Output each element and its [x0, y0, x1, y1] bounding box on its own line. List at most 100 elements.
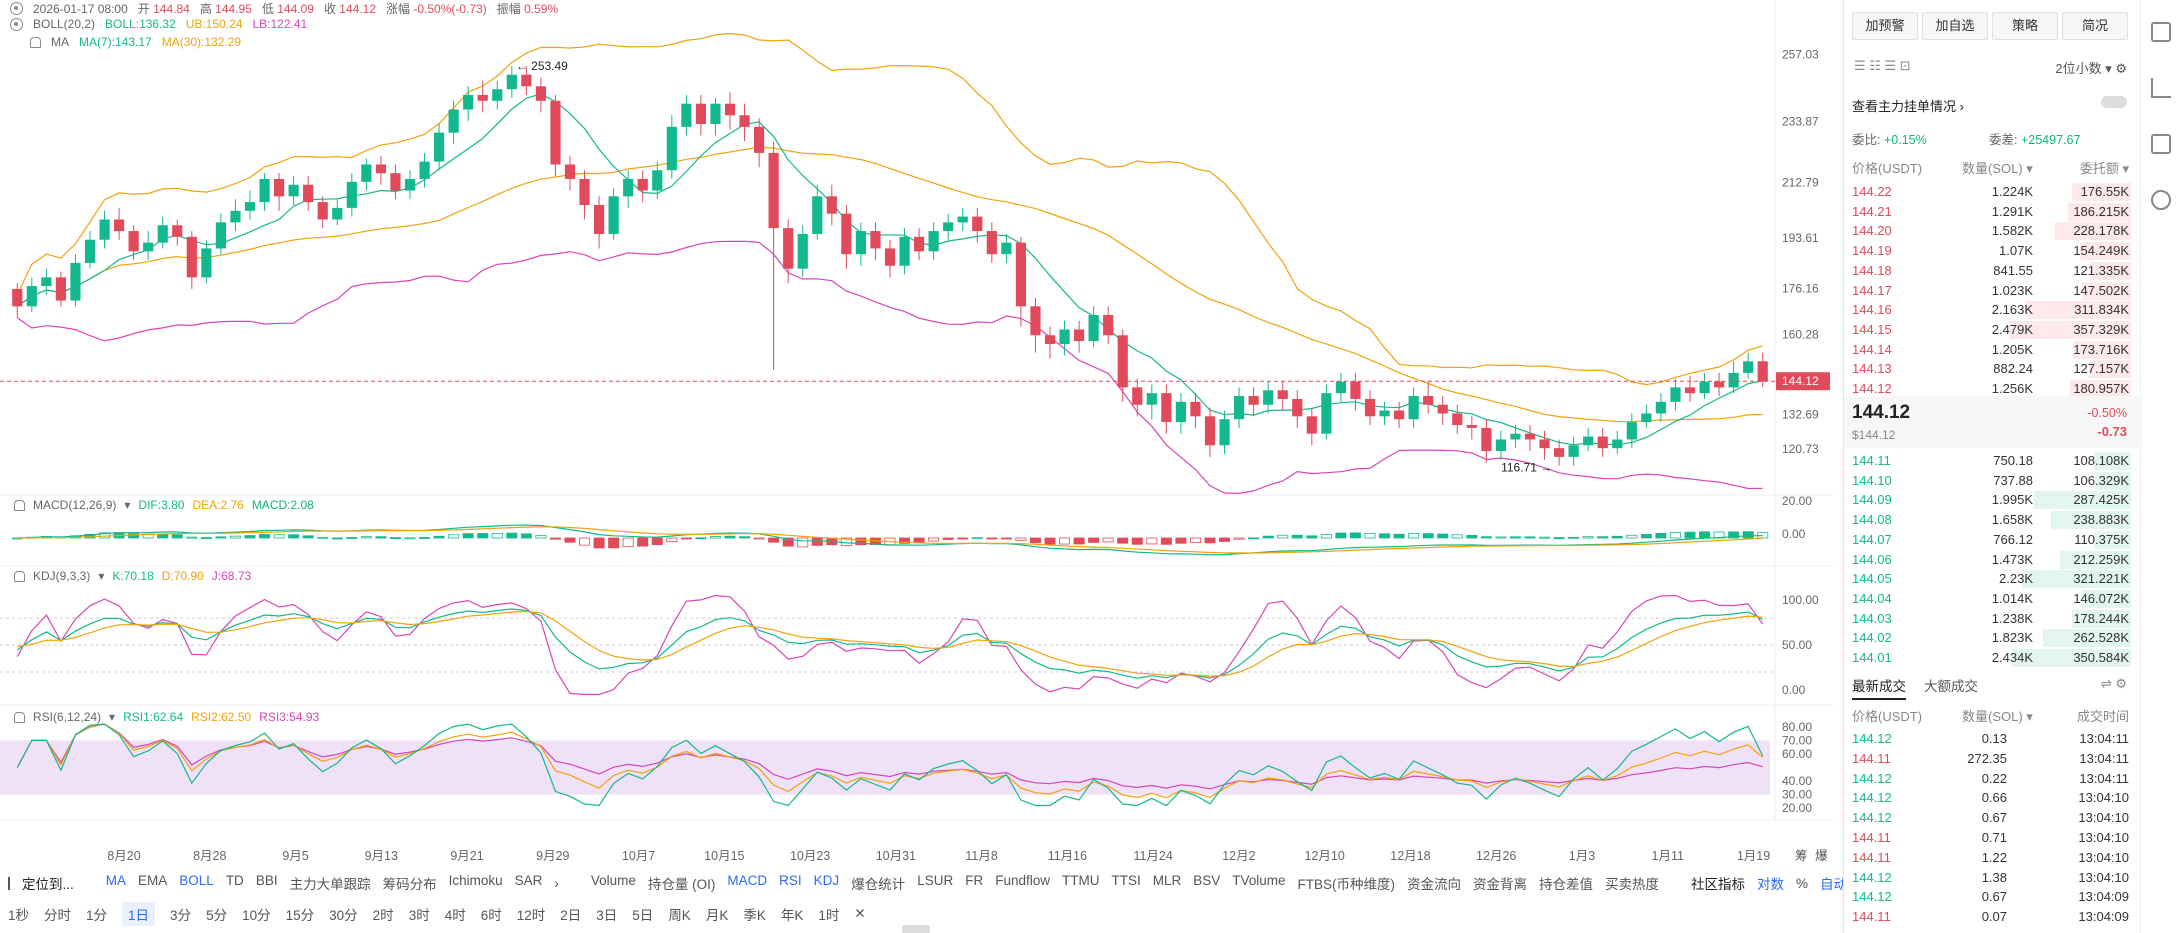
- candle[interactable]: [594, 196, 605, 249]
- bids-row[interactable]: 144.06 1.473K 212.259K: [1844, 550, 2139, 570]
- asks-row[interactable]: 144.22 1.224K 176.55K: [1844, 182, 2139, 202]
- candle[interactable]: [579, 170, 590, 220]
- bids-row[interactable]: 144.04 1.014K 146.072K: [1844, 589, 2139, 609]
- candle[interactable]: [666, 115, 677, 179]
- locate-button[interactable]: 定位到...: [22, 877, 74, 892]
- candle[interactable]: [346, 173, 357, 217]
- bell-icon[interactable]: [14, 499, 25, 511]
- asks-row[interactable]: 144.21 1.291K 186.215K: [1844, 202, 2139, 222]
- candle[interactable]: [1524, 425, 1536, 452]
- candle[interactable]: [1437, 396, 1448, 425]
- community-indicators[interactable]: 社区指标: [1691, 877, 1746, 892]
- sub-indicator[interactable]: Volume: [590, 873, 636, 888]
- candle[interactable]: [681, 95, 692, 136]
- bar-chart-icon[interactable]: [2151, 134, 2171, 154]
- candle[interactable]: [157, 216, 168, 249]
- candle[interactable]: [564, 155, 576, 191]
- candle[interactable]: [957, 207, 968, 232]
- candle[interactable]: [928, 222, 939, 260]
- asks-row[interactable]: 144.18 841.55 121.335K: [1844, 261, 2139, 281]
- dropdown-icon[interactable]: ▾: [109, 710, 116, 724]
- candle[interactable]: [521, 66, 532, 95]
- candle[interactable]: [695, 95, 706, 136]
- candle[interactable]: [1335, 372, 1346, 402]
- candle[interactable]: [1015, 236, 1026, 327]
- indicator-boll[interactable]: BOLL: [179, 873, 214, 888]
- document-icon[interactable]: [2151, 22, 2171, 42]
- timeframe-option[interactable]: 3日: [596, 908, 618, 923]
- axis-tool-0[interactable]: 筹: [1795, 848, 1808, 863]
- candle[interactable]: [623, 170, 634, 208]
- panel-button[interactable]: 策略: [1992, 12, 2058, 40]
- indicator-ichimoku[interactable]: Ichimoku: [448, 873, 503, 888]
- candle[interactable]: [1161, 384, 1172, 434]
- candle[interactable]: [172, 219, 183, 246]
- percent-toggle[interactable]: %: [1796, 875, 1809, 891]
- candle[interactable]: [855, 222, 866, 266]
- auto-toggle[interactable]: 自动: [1820, 877, 1848, 892]
- main-order-link[interactable]: 查看主力挂单情况 ›: [1852, 99, 1964, 114]
- candle[interactable]: [1641, 404, 1652, 428]
- candle[interactable]: [1364, 390, 1376, 425]
- candle[interactable]: [652, 161, 663, 200]
- sub-indicator[interactable]: FTBS(币种维度): [1297, 877, 1396, 892]
- indicator-ma[interactable]: MA: [105, 873, 127, 888]
- candle[interactable]: [1568, 436, 1579, 466]
- candle[interactable]: [244, 190, 256, 220]
- candle[interactable]: [1495, 430, 1506, 460]
- indicator-sar[interactable]: SAR: [514, 873, 543, 888]
- sub-indicator[interactable]: RSI: [779, 873, 802, 888]
- bids-row[interactable]: 144.02 1.823K 262.528K: [1844, 628, 2139, 648]
- candle[interactable]: [317, 196, 328, 229]
- candle[interactable]: [914, 228, 925, 260]
- candle[interactable]: [841, 205, 852, 269]
- candle[interactable]: [448, 100, 459, 145]
- asks-row[interactable]: 144.16 2.163K 311.834K: [1844, 300, 2139, 320]
- collapse-icon[interactable]: [10, 2, 23, 15]
- panel-button[interactable]: 加自选: [1922, 12, 1988, 40]
- candle[interactable]: [1612, 430, 1623, 454]
- candle[interactable]: [972, 207, 983, 243]
- log-toggle[interactable]: 对数: [1757, 877, 1785, 892]
- timeframe-option[interactable]: 4时: [444, 908, 466, 923]
- candle[interactable]: [1103, 306, 1114, 344]
- candle[interactable]: [1554, 439, 1565, 466]
- bids-row[interactable]: 144.11 750.18 108.108K: [1844, 451, 2139, 471]
- col-qty[interactable]: 数量(SOL) ▾: [1962, 161, 2033, 176]
- candle[interactable]: [12, 283, 23, 318]
- candle[interactable]: [419, 152, 430, 188]
- axis-tool-1[interactable]: 爆: [1815, 849, 1828, 863]
- bids-row[interactable]: 144.09 1.995K 287.425K: [1844, 490, 2139, 510]
- candle[interactable]: [114, 207, 125, 240]
- candle[interactable]: [506, 66, 517, 98]
- candle[interactable]: [637, 170, 648, 203]
- bids-row[interactable]: 144.10 737.88 106.329K: [1844, 471, 2139, 491]
- timeframe-option[interactable]: 2时: [372, 908, 394, 923]
- candle[interactable]: [535, 77, 546, 113]
- candle[interactable]: [1292, 390, 1303, 428]
- more-chevron-icon[interactable]: ›: [554, 875, 559, 891]
- candle[interactable]: [434, 123, 445, 171]
- candle[interactable]: [463, 86, 474, 122]
- candle[interactable]: [812, 184, 823, 240]
- candle[interactable]: [1248, 387, 1259, 417]
- candle[interactable]: [1234, 387, 1245, 428]
- candle[interactable]: [1219, 410, 1230, 454]
- timeframe-option[interactable]: 5分: [206, 908, 228, 923]
- candle[interactable]: [986, 222, 997, 263]
- candle[interactable]: [303, 176, 314, 211]
- timeframe-option[interactable]: 12时: [516, 908, 546, 923]
- timeframe-option[interactable]: 30分: [329, 908, 358, 923]
- rsi-name[interactable]: RSI(6,12,24): [33, 710, 102, 724]
- candle[interactable]: [274, 173, 285, 211]
- bids-row[interactable]: 144.05 2.23K 321.221K: [1844, 569, 2139, 589]
- indicator-td[interactable]: TD: [225, 873, 244, 888]
- candle[interactable]: [361, 158, 372, 191]
- candle[interactable]: [1146, 384, 1157, 420]
- candle[interactable]: [1044, 326, 1056, 359]
- timeframe-option[interactable]: 1时: [818, 908, 840, 923]
- timeframe-option[interactable]: 2日: [560, 908, 582, 923]
- chart-canvas[interactable]: 257.03 233.87 212.79 193.61 176.16 160.28 132.…: [0, 0, 1834, 880]
- candle[interactable]: [332, 199, 343, 226]
- panel-button[interactable]: 简况: [2062, 12, 2128, 40]
